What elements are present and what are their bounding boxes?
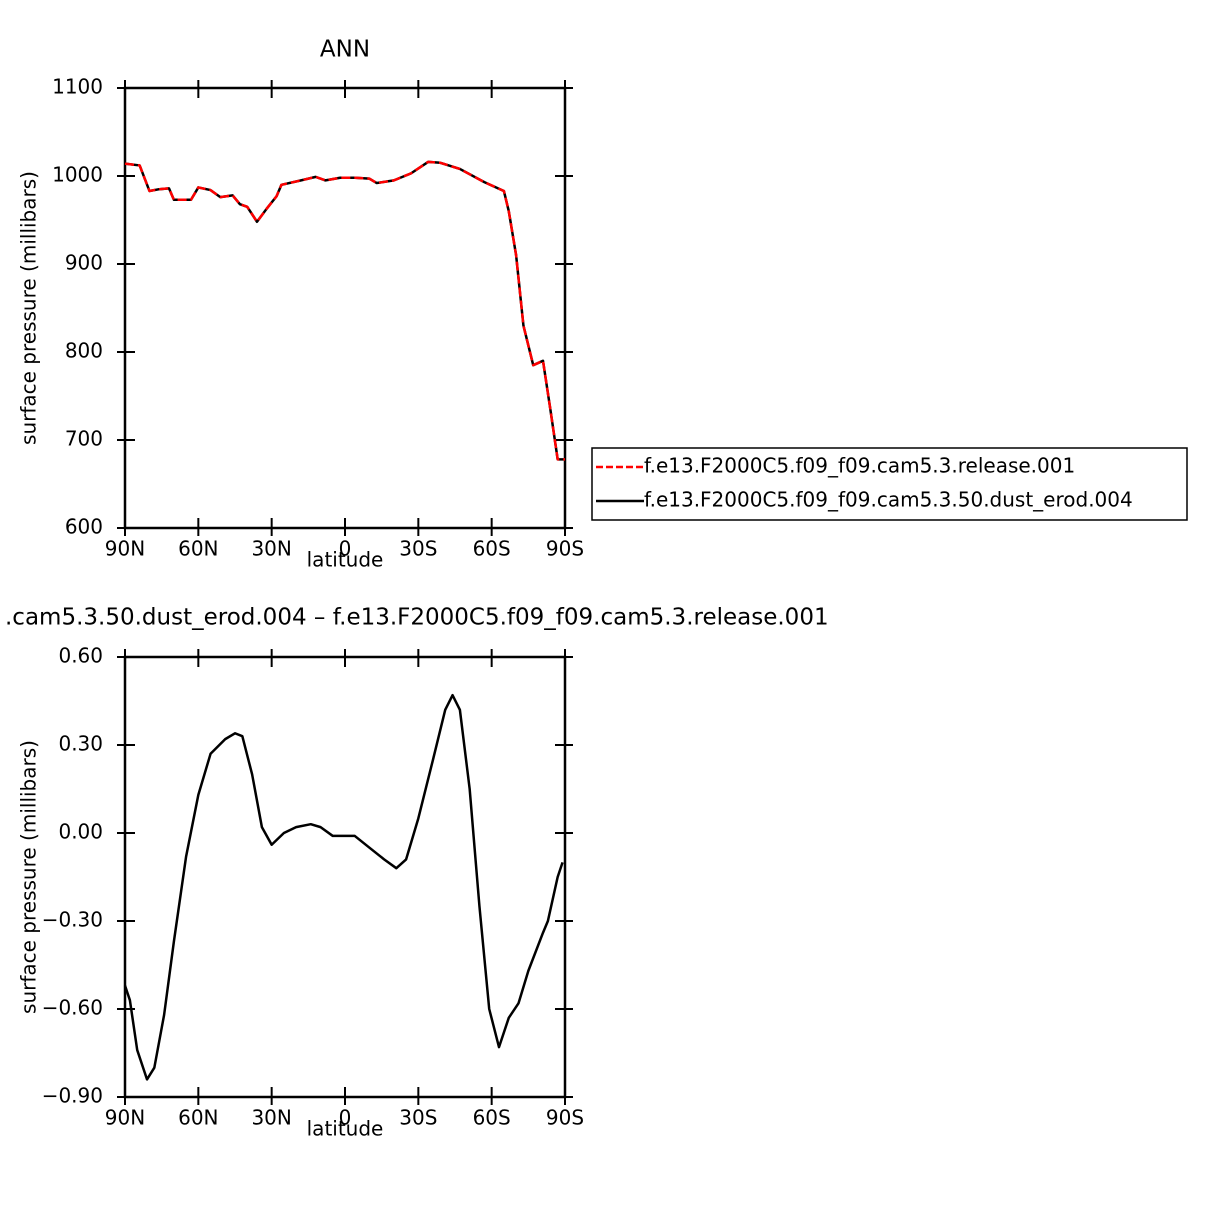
x-tick-label: 60N: [178, 537, 218, 561]
y-tick-label: −0.60: [42, 996, 103, 1020]
x-tick-label: 0: [339, 1106, 352, 1130]
x-tick-label: 60S: [473, 537, 511, 561]
y-tick-label: 0.60: [58, 644, 103, 668]
x-tick-label: 0: [339, 537, 352, 561]
x-tick-label: 90N: [105, 1106, 145, 1130]
x-tick-label: 60S: [473, 1106, 511, 1130]
y-tick-label: 1100: [52, 75, 103, 99]
x-tick-label: 90S: [546, 1106, 584, 1130]
legend-label: f.e13.F2000C5.f09_f09.cam5.3.50.dust_ero…: [644, 488, 1133, 512]
data-line: [124, 160, 565, 461]
data-line: [123, 693, 564, 1081]
chart-title: .cam5.3.50.dust_erod.004 – f.e13.F2000C5…: [5, 605, 829, 631]
y-tick-label: 0.00: [58, 820, 103, 844]
x-tick-label: 60N: [178, 1106, 218, 1130]
x-tick-label: 90N: [105, 537, 145, 561]
x-axis-label: latitude: [307, 548, 384, 572]
y-tick-label: 600: [65, 515, 103, 539]
legend-box: [591, 447, 1188, 521]
plot-frame: [123, 86, 567, 530]
y-tick-label: 800: [65, 339, 103, 363]
x-tick-label: 30S: [399, 1106, 437, 1130]
x-tick-label: 30N: [251, 537, 291, 561]
data-line: [124, 160, 565, 461]
x-axis-label: latitude: [307, 1117, 384, 1141]
y-tick-label: −0.90: [42, 1084, 103, 1108]
y-tick-label: 1000: [52, 163, 103, 187]
y-axis-label: surface pressure (millibars): [17, 740, 41, 1014]
y-tick-label: 700: [65, 427, 103, 451]
y-axis-label: surface pressure (millibars): [17, 171, 41, 445]
x-tick-label: 30S: [399, 537, 437, 561]
y-tick-label: −0.30: [42, 908, 103, 932]
legend-label: f.e13.F2000C5.f09_f09.cam5.3.release.001: [644, 454, 1075, 478]
y-tick-label: 0.30: [58, 732, 103, 756]
chart-title: ANN: [320, 37, 370, 63]
x-tick-label: 30N: [251, 1106, 291, 1130]
y-tick-label: 900: [65, 251, 103, 275]
x-tick-label: 90S: [546, 537, 584, 561]
plot-frame: [123, 655, 567, 1099]
